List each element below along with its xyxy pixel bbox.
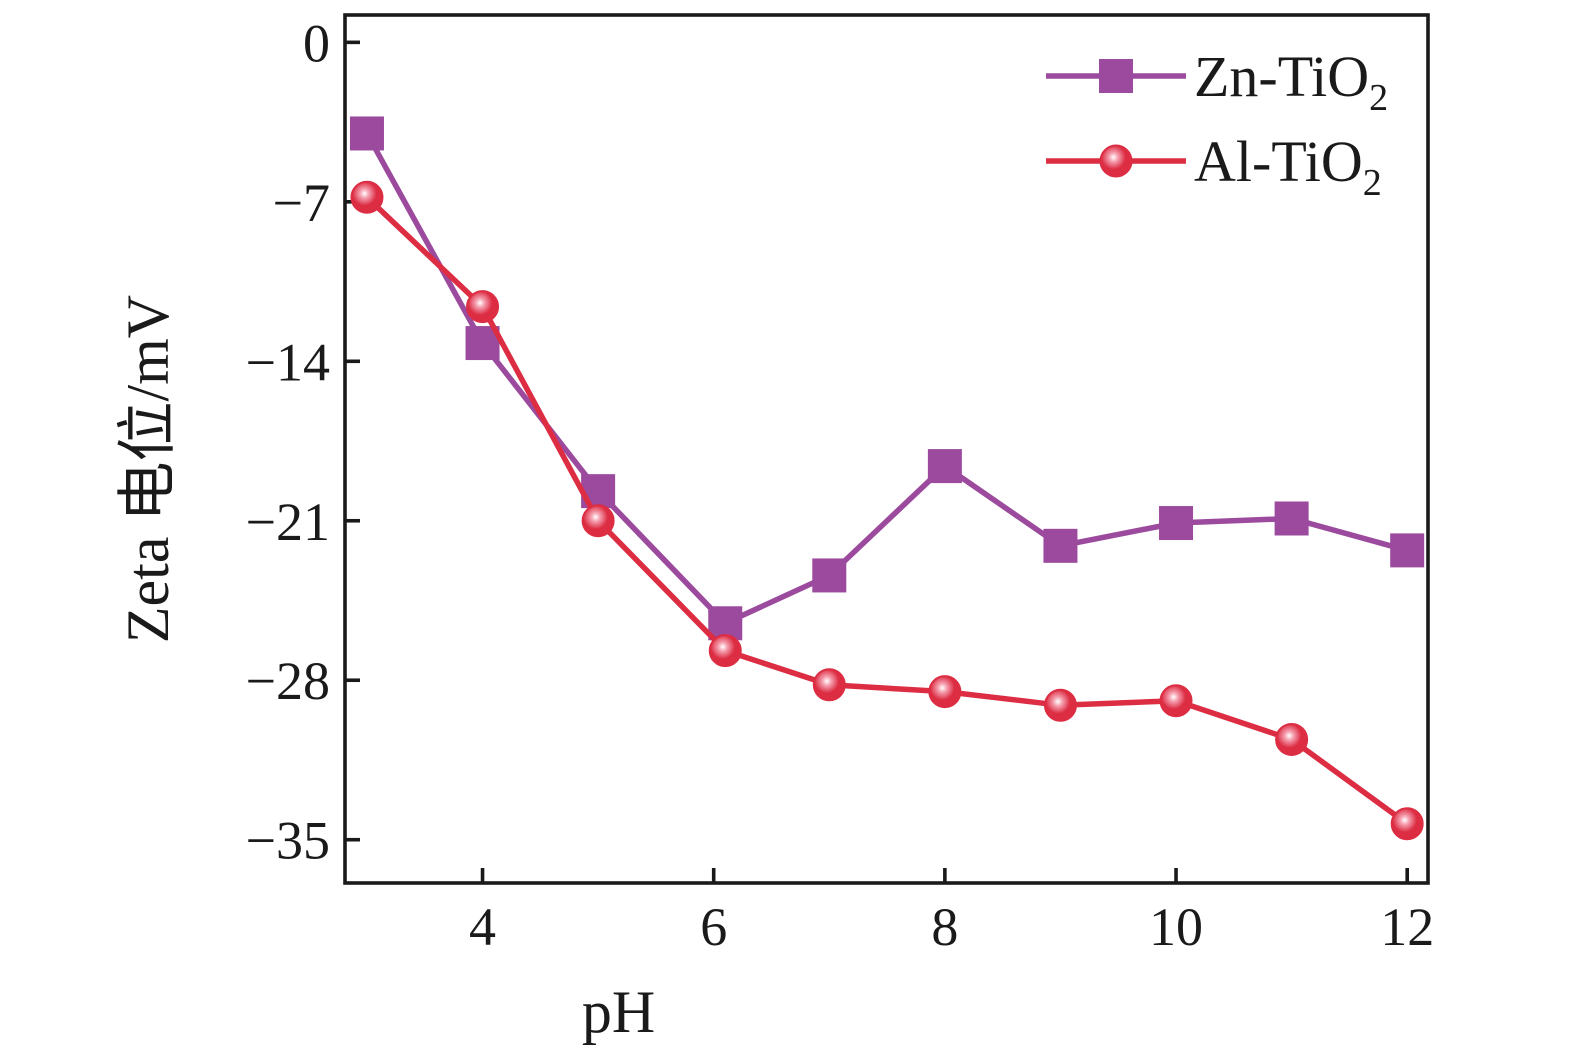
data-point-marker <box>1099 144 1133 178</box>
legend-item-al-tio2: Al-TiO2 <box>1046 129 1382 204</box>
legend-label: Al-TiO2 <box>1194 129 1382 204</box>
x-tick-label: 4 <box>469 897 496 957</box>
series-al-tio2 <box>350 180 1424 841</box>
data-point-marker <box>1159 506 1194 541</box>
y-tick-label: −7 <box>273 173 330 233</box>
data-point-marker <box>928 675 962 709</box>
data-point-marker <box>349 116 384 151</box>
x-tick-label: 12 <box>1380 897 1434 957</box>
data-point-marker <box>927 449 962 484</box>
x-axis: 4 6 8 10 12 <box>469 868 1434 957</box>
legend-item-zn-tio2: Zn-TiO2 <box>1046 44 1388 119</box>
data-point-marker <box>1043 688 1077 722</box>
y-tick-label: 0 <box>303 13 330 73</box>
data-point-marker <box>812 668 846 702</box>
y-tick-label: −14 <box>246 332 330 392</box>
legend: Zn-TiO2 Al-TiO2 <box>1046 44 1388 204</box>
plot-frame <box>343 13 1430 885</box>
x-axis-title: pH <box>582 979 655 1045</box>
data-point-marker <box>1274 501 1309 536</box>
data-point-marker <box>1390 807 1424 841</box>
y-axis-title: Zeta 电位/mV <box>115 295 181 643</box>
data-point-marker <box>1099 59 1133 93</box>
data-point-marker <box>1275 722 1309 756</box>
data-point-marker <box>581 504 615 538</box>
data-point-marker <box>708 634 742 668</box>
data-point-marker <box>466 290 500 324</box>
y-tick-label: −21 <box>246 492 330 552</box>
data-point-marker <box>1043 528 1078 563</box>
legend-label: Zn-TiO2 <box>1194 44 1388 119</box>
y-tick-label: −35 <box>246 811 330 871</box>
series-zn-tio2 <box>349 116 1425 641</box>
data-point-marker <box>812 558 847 593</box>
x-tick-label: 6 <box>700 897 727 957</box>
y-axis: 0 −7 −14 −21 −28 −35 <box>246 13 360 871</box>
y-tick-label: −28 <box>246 651 330 711</box>
data-point-marker <box>350 180 384 214</box>
x-tick-label: 8 <box>931 897 958 957</box>
x-tick-label: 10 <box>1149 897 1203 957</box>
data-point-marker <box>1159 684 1193 718</box>
series-line <box>365 195 1409 826</box>
data-point-marker <box>1390 533 1425 568</box>
